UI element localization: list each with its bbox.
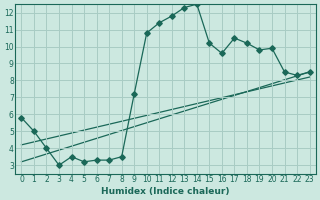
X-axis label: Humidex (Indice chaleur): Humidex (Indice chaleur)	[101, 187, 230, 196]
